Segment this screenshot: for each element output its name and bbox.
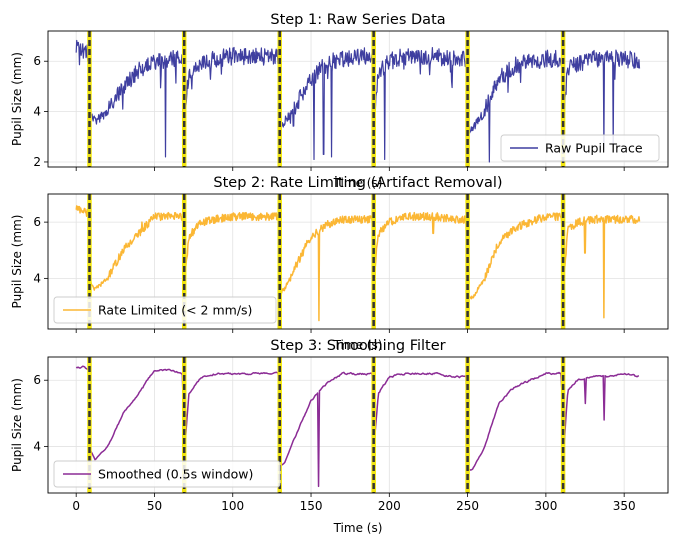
y-axis-label: Pupil Size (mm) — [10, 378, 24, 472]
y-tick-label: 6 — [33, 54, 41, 68]
y-tick-label: 4 — [33, 271, 41, 285]
x-tick-label: 50 — [147, 499, 162, 513]
x-tick-label: 300 — [534, 499, 557, 513]
x-tick-label: 100 — [221, 499, 244, 513]
series-line-1 — [75, 365, 640, 488]
x-tick-label: 250 — [456, 499, 479, 513]
legend: Raw Pupil Trace — [500, 134, 660, 162]
legend: Smoothed (0.5s window) — [53, 460, 281, 488]
subplot-title: Step 1: Raw Series Data — [270, 12, 445, 28]
legend: Rate Limited (< 2 mm/s) — [53, 296, 277, 324]
axes-frame — [47, 356, 669, 494]
x-tick-label: 350 — [613, 499, 636, 513]
x-tick-label: 0 — [72, 499, 80, 513]
y-tick-label: 6 — [33, 373, 41, 387]
subplot-title: Step 2: Rate Limiting (Artifact Removal) — [213, 175, 502, 191]
x-tick-label: 200 — [378, 499, 401, 513]
x-axis-label: Time (s) — [333, 176, 383, 190]
y-tick-label: 2 — [33, 155, 41, 169]
legend-label: Raw Pupil Trace — [545, 141, 643, 156]
y-tick-label: 4 — [33, 440, 41, 454]
subplot-title: Step 3: Smoothing Filter — [270, 338, 445, 354]
y-tick-label: 4 — [33, 105, 41, 119]
legend-label: Smoothed (0.5s window) — [98, 467, 253, 482]
legend-label: Rate Limited (< 2 mm/s) — [98, 303, 252, 318]
y-axis-label: Pupil Size (mm) — [10, 52, 24, 146]
legend-box — [53, 296, 277, 324]
legend-box — [500, 134, 660, 162]
y-tick-label: 6 — [33, 215, 41, 229]
subplot-1: 2 4 6 Pupil Size (mm) Time (s) Step 1: Raw Se… — [10, 12, 669, 190]
subplot-3: 0 50 100 150 200 250 300 350 4 6 Pupil Size (mm) Ti… — [10, 338, 669, 535]
axes-frame — [47, 30, 669, 168]
x-axis-label: Time (s) — [333, 521, 383, 535]
legend-box — [53, 460, 281, 488]
series-line-1 — [75, 205, 641, 322]
x-tick-label: 150 — [300, 499, 323, 513]
y-axis-label: Pupil Size (mm) — [10, 215, 24, 309]
x-axis-label: Time (s) — [333, 338, 383, 352]
series-line-1 — [75, 39, 641, 163]
axes-frame — [47, 193, 669, 330]
